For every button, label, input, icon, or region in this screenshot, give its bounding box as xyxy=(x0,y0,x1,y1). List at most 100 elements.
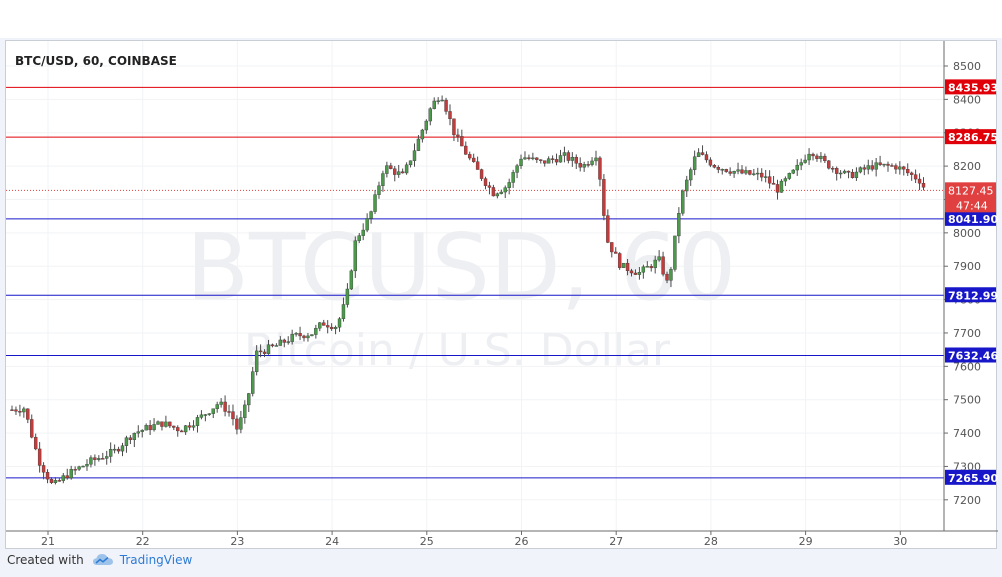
candle-body xyxy=(420,129,425,140)
candle-body xyxy=(322,322,326,326)
candle-body xyxy=(148,425,152,431)
candle-body xyxy=(408,160,413,166)
candle-body xyxy=(207,413,212,415)
candle-body xyxy=(874,162,878,170)
candle-body xyxy=(803,159,807,163)
candle-body xyxy=(886,163,890,166)
level-badge xyxy=(945,79,996,95)
level-badge-label: 7265.90 xyxy=(948,472,998,485)
candle-body xyxy=(65,475,69,479)
candle-body xyxy=(22,408,26,413)
candle-body xyxy=(329,326,334,330)
candle-body xyxy=(661,256,665,275)
candle-body xyxy=(144,425,148,431)
candle-body xyxy=(428,108,432,122)
candle-body xyxy=(685,179,689,192)
candle-body xyxy=(795,164,799,171)
candle-body xyxy=(606,215,610,243)
candle-body xyxy=(195,417,200,426)
candle-body xyxy=(168,421,172,427)
candle-body xyxy=(688,169,693,181)
level-badge-label: 7632.46 xyxy=(948,349,998,362)
candle-body xyxy=(239,417,243,430)
candle-body xyxy=(215,404,219,409)
candle-body xyxy=(617,253,622,268)
level-badge xyxy=(945,287,996,303)
candle-body xyxy=(858,167,863,173)
candle-body xyxy=(614,251,618,254)
candle-body xyxy=(700,152,705,155)
chart-panel[interactable]: BTCUSD, 60 Bitcoin / U.S. Dollar 8500 840… xyxy=(5,40,998,550)
footer: Created with TradingView xyxy=(7,550,192,570)
candle-body xyxy=(566,152,571,161)
candle-body xyxy=(444,99,448,112)
time-tick-label: 23 xyxy=(230,535,244,548)
price-tick-label: 8500 xyxy=(953,60,981,73)
candle-body xyxy=(681,190,685,214)
candle-body xyxy=(337,318,342,328)
candle-body xyxy=(251,371,255,394)
candle-body xyxy=(913,174,918,180)
chart-canvas[interactable]: BTCUSD, 60 Bitcoin / U.S. Dollar 8500840… xyxy=(6,41,998,550)
candle-body xyxy=(187,425,192,428)
candle-body xyxy=(286,341,290,343)
candle-body xyxy=(503,187,507,193)
candle-body xyxy=(124,437,129,446)
candle-body xyxy=(491,187,496,197)
candle-body xyxy=(400,171,405,174)
candle-body xyxy=(831,167,835,170)
candle-body xyxy=(152,424,156,431)
candle-body xyxy=(243,404,247,418)
candle-body xyxy=(554,159,559,163)
candle-body xyxy=(160,421,164,427)
candle-body xyxy=(906,169,910,174)
price-badges: 8435.93 8286.75 8041.90 7812.99 7632.46 7265.… xyxy=(945,79,998,485)
candle-body xyxy=(105,456,109,459)
time-tick-label: 21 xyxy=(41,535,55,548)
candle-body xyxy=(815,155,819,159)
candle-body xyxy=(373,194,377,212)
candle-body xyxy=(10,409,14,411)
candle-body xyxy=(574,156,578,164)
candle-body xyxy=(499,191,503,194)
candle-body xyxy=(247,393,251,406)
candle-body xyxy=(393,168,397,175)
candle-body xyxy=(752,173,756,175)
candle-body xyxy=(649,266,653,269)
created-with-label: Created with xyxy=(7,553,84,567)
candle-body xyxy=(440,99,444,102)
candle-body xyxy=(791,169,795,174)
candle-body xyxy=(645,266,649,268)
level-badge-label: 8041.90 xyxy=(948,213,998,226)
candle-body xyxy=(704,154,709,161)
candle-body xyxy=(728,171,732,174)
candle-body xyxy=(483,178,488,186)
candle-body xyxy=(258,350,263,353)
level-lines xyxy=(6,86,944,479)
candle-body xyxy=(696,152,701,157)
candle-body xyxy=(298,333,302,337)
time-axis[interactable]: 21 22 23 24 25 26 27 28 29 30 xyxy=(41,531,907,548)
candle-body xyxy=(531,157,535,160)
candle-body xyxy=(14,409,18,412)
candle-body xyxy=(570,156,575,161)
candle-body xyxy=(436,100,440,102)
candle-body xyxy=(535,157,539,160)
candle-body xyxy=(53,480,58,483)
candle-body xyxy=(381,173,385,186)
candle-body xyxy=(97,458,101,460)
price-tick-label: 7700 xyxy=(953,327,981,340)
candle-body xyxy=(164,421,168,427)
candle-body xyxy=(866,165,870,170)
candle-body xyxy=(602,179,606,216)
candle-body xyxy=(515,165,519,173)
candle-body xyxy=(767,176,772,184)
time-tick-label: 25 xyxy=(420,535,434,548)
candle-body xyxy=(673,235,677,270)
candle-body xyxy=(641,266,646,273)
candle-body xyxy=(219,401,223,405)
candle-body xyxy=(318,322,322,329)
price-axis[interactable]: 8500840083008200810080007900780077007600… xyxy=(944,60,981,507)
tradingview-link[interactable]: TradingView xyxy=(119,553,193,567)
candle-body xyxy=(203,414,208,416)
